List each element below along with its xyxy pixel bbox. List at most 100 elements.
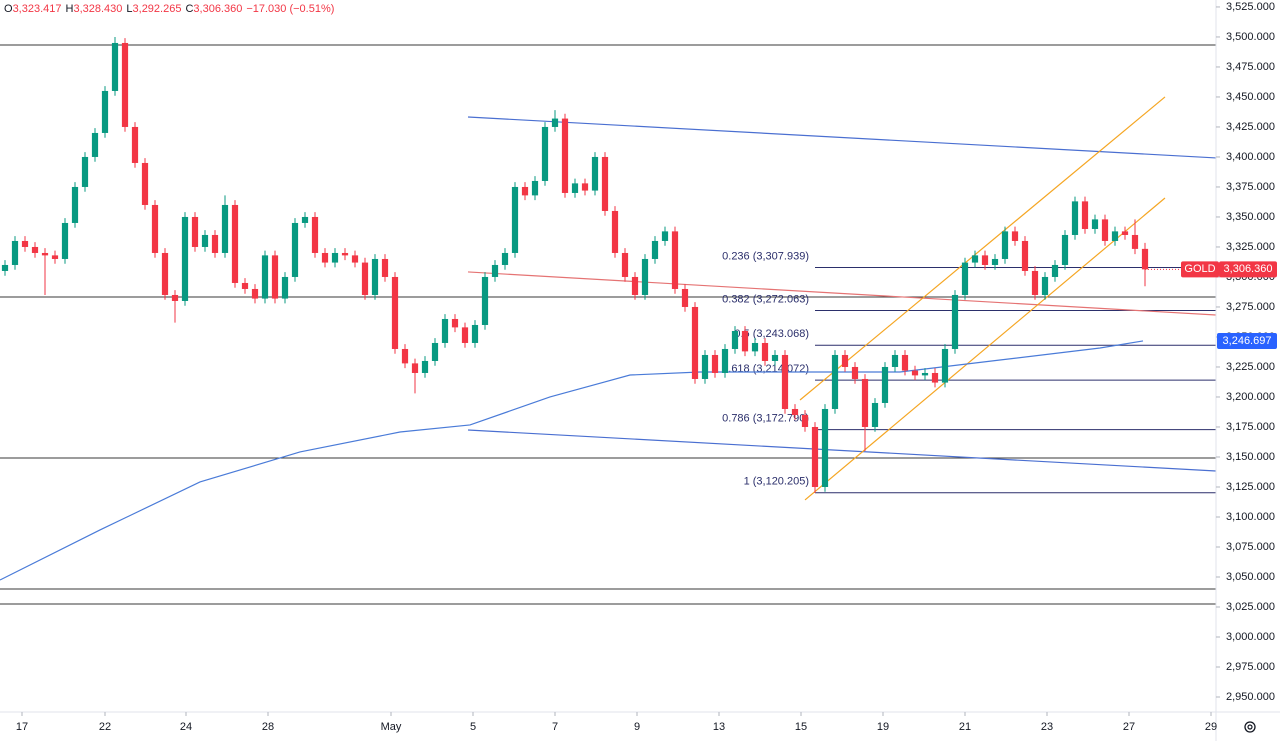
x-tick-label: 22: [99, 721, 111, 733]
candle-body: [201, 234, 209, 247]
candle-body: [391, 276, 399, 349]
candle-body: [511, 186, 519, 253]
candle-body: [981, 255, 989, 265]
candle-body: [171, 294, 179, 301]
y-tick-label: 3,475.000: [1226, 61, 1275, 73]
candle-body: [601, 156, 609, 211]
y-tick-label: 3,025.000: [1226, 601, 1275, 613]
candle-body: [1, 264, 9, 271]
candle-body: [751, 342, 759, 352]
candle-body: [371, 258, 379, 295]
candle-body: [1111, 231, 1119, 241]
candle-body: [651, 240, 659, 259]
candle-body: [191, 216, 199, 247]
candle-body: [351, 255, 359, 263]
candle-body: [301, 216, 309, 223]
candle-body: [1031, 270, 1039, 295]
candle-body: [451, 318, 459, 328]
ma-price-label: 3,246.697: [1223, 335, 1272, 347]
y-tick-label: 3,100.000: [1226, 511, 1275, 523]
candle-body: [531, 180, 539, 196]
x-tick-label: May: [381, 721, 402, 733]
candle-body: [561, 118, 569, 193]
candle-body: [951, 294, 959, 349]
legend-change: −17.030 (−0.51%): [246, 3, 334, 15]
candle-body: [81, 156, 89, 187]
candle-body: [181, 216, 189, 301]
candle-body: [971, 255, 979, 263]
y-tick-label: 3,525.000: [1226, 1, 1275, 13]
candle-body: [261, 255, 269, 299]
y-tick-label: 3,450.000: [1226, 91, 1275, 103]
x-tick-label: 23: [1041, 721, 1053, 733]
candle-body: [581, 183, 589, 191]
candle-body: [791, 408, 799, 415]
legend-value: 3,328.430: [73, 3, 122, 15]
fib-level-label: 0.786 (3,172.790): [722, 413, 809, 425]
candle-body: [71, 186, 79, 223]
candle-body: [811, 426, 819, 487]
candle-body: [941, 348, 949, 383]
plot-area: 0.236 (3,307.939) 0.382 (3,272.063) 0.5 (3…: [0, 36, 1216, 605]
candle-body: [881, 366, 889, 403]
y-tick-label: 3,125.000: [1226, 481, 1275, 493]
candle-body: [1041, 276, 1049, 295]
candle-body: [41, 252, 49, 256]
x-tick-label: 24: [180, 721, 192, 733]
candle-body: [1021, 240, 1029, 271]
settings-icon[interactable]: [1244, 721, 1256, 733]
candle-body: [231, 204, 239, 283]
candle-body: [521, 186, 529, 196]
candle-body: [291, 222, 299, 277]
candle-body: [571, 183, 579, 193]
candle-body: [241, 282, 249, 289]
moving-average: [0, 340, 1144, 581]
candle-body: [101, 90, 109, 133]
symbol-label: GOLD: [1184, 263, 1215, 275]
y-tick-label: 3,175.000: [1226, 421, 1275, 433]
candle-body: [1081, 201, 1089, 229]
candle-body: [1131, 234, 1139, 249]
y-tick-label: 3,000.000: [1226, 631, 1275, 643]
candle-body: [441, 318, 449, 343]
candle-body: [11, 240, 19, 265]
candle-body: [671, 231, 679, 289]
candle-body: [361, 262, 369, 295]
last-price-tag: [1219, 261, 1277, 278]
candle-body: [271, 255, 279, 299]
candle-body: [331, 252, 339, 263]
candle-body: [921, 372, 929, 376]
y-tick-label: 3,400.000: [1226, 151, 1275, 163]
y-tick-label: 3,500.000: [1226, 31, 1275, 43]
y-tick-label: 3,150.000: [1226, 451, 1275, 463]
y-tick-label: 3,325.000: [1226, 241, 1275, 253]
candle-body: [61, 222, 69, 259]
candle-body: [411, 363, 419, 373]
candle-body: [461, 327, 469, 343]
legend-key: L: [126, 3, 132, 15]
candle-body: [141, 162, 149, 205]
candle-body: [311, 216, 319, 253]
trend-line: [799, 96, 1166, 401]
candle-body: [721, 348, 729, 373]
y-tick-label: 3,350.000: [1226, 211, 1275, 223]
fib-level-label: 0.618 (3,214.072): [722, 363, 809, 375]
candle-body: [761, 342, 769, 361]
ma-price-tag: [1217, 332, 1277, 349]
y-tick-label: 3,050.000: [1226, 571, 1275, 583]
trend-line: [467, 271, 1216, 316]
candle-body: [771, 354, 779, 361]
candle-body: [1121, 231, 1129, 235]
x-tick-label: 15: [795, 721, 807, 733]
candle-body: [131, 126, 139, 163]
legend-key: H: [66, 3, 74, 15]
candle-body: [1061, 234, 1069, 265]
candle-body: [931, 372, 939, 383]
candle-body: [321, 252, 329, 263]
candle-body: [151, 204, 159, 253]
candle-body: [641, 258, 649, 295]
candle-body: [1141, 248, 1149, 270]
candle-body: [591, 156, 599, 191]
candle-body: [611, 210, 619, 253]
